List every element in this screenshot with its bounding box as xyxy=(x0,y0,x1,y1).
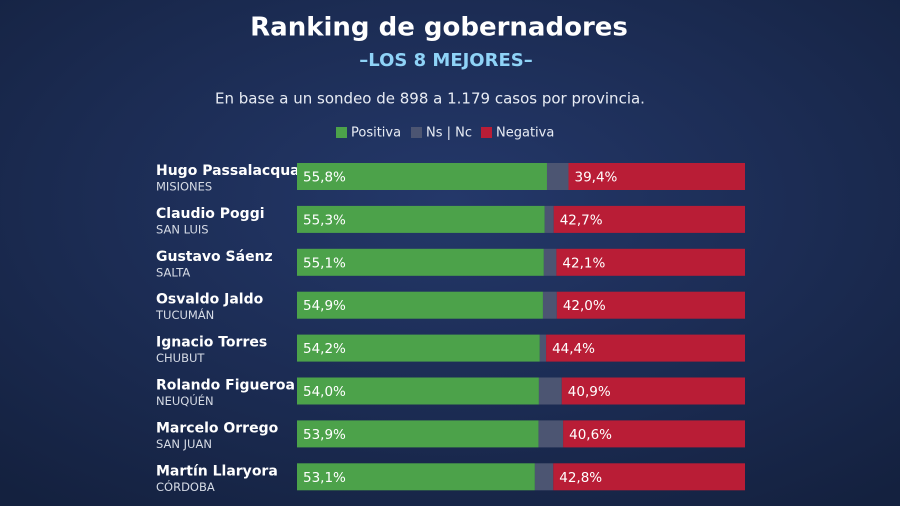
value-label: 54,2% xyxy=(303,341,346,357)
province-label: TUCUMÁN xyxy=(155,307,214,322)
value-label: 55,1% xyxy=(303,255,346,271)
province-label: SALTA xyxy=(156,265,190,279)
province-label: NEUQÚÉN xyxy=(156,393,214,408)
bar-segment xyxy=(553,463,745,491)
value-label: 54,0% xyxy=(303,384,346,400)
bar-segment xyxy=(568,163,745,190)
value-label: 44,4% xyxy=(552,341,595,357)
category-label: Martín Llaryora xyxy=(156,463,278,479)
bar-segment xyxy=(297,377,539,405)
category-label: Osvaldo Jaldo xyxy=(156,292,264,308)
bar-segment xyxy=(297,205,545,233)
province-label: CHUBUT xyxy=(156,351,205,365)
bar-segment xyxy=(561,377,745,405)
bar-segment xyxy=(297,291,543,319)
value-label: 53,1% xyxy=(303,470,346,486)
legend-swatch xyxy=(481,127,492,138)
value-label: 40,9% xyxy=(568,384,611,400)
category-label: Claudio Poggi xyxy=(156,206,265,222)
bar-segment xyxy=(297,463,535,491)
category-label: Hugo Passalacqua xyxy=(156,163,300,179)
bar-segment xyxy=(556,248,745,276)
legend-swatch xyxy=(336,127,347,138)
value-label: 39,4% xyxy=(574,170,617,186)
value-label: 53,9% xyxy=(303,427,346,443)
bar-segment xyxy=(556,291,745,319)
category-label: Gustavo Sáenz xyxy=(156,249,273,265)
bar-segment xyxy=(563,420,745,448)
legend-label: Negativa xyxy=(496,126,554,141)
bar-segment xyxy=(542,291,557,319)
bar-segment xyxy=(297,420,539,448)
bar-segment xyxy=(297,163,547,190)
bar-segment xyxy=(543,248,557,276)
bar-segment xyxy=(546,334,745,362)
province-label: CÓRDOBA xyxy=(156,479,215,494)
province-label: MISIONES xyxy=(156,180,212,194)
value-label: 40,6% xyxy=(569,427,612,443)
category-label: Rolando Figueroa xyxy=(156,378,295,394)
province-label: SAN JUAN xyxy=(156,437,212,451)
chart-title: Ranking de gobernadores xyxy=(250,13,628,43)
bar-segment xyxy=(297,248,544,276)
bar-segment xyxy=(553,205,745,233)
value-label: 55,8% xyxy=(303,170,346,186)
province-label: SAN LUIS xyxy=(156,222,209,236)
value-label: 42,7% xyxy=(560,212,603,228)
bar-segment xyxy=(538,420,564,448)
bar-segment xyxy=(539,334,547,362)
legend-swatch xyxy=(411,127,422,138)
chart-subtitle: –LOS 8 MEJORES– xyxy=(359,50,532,71)
value-label: 42,8% xyxy=(559,470,602,486)
category-label: Ignacio Torres xyxy=(156,335,267,351)
category-label: Marcelo Orrego xyxy=(156,420,279,436)
legend-label: Positiva xyxy=(351,126,401,141)
bar-segment xyxy=(544,205,554,233)
value-label: 54,9% xyxy=(303,298,346,314)
legend-label: Ns | Nc xyxy=(426,126,472,141)
value-label: 42,1% xyxy=(562,255,605,271)
value-label: 55,3% xyxy=(303,212,346,228)
bar-segment xyxy=(534,463,554,491)
chart-note: En base a un sondeo de 898 a 1.179 casos… xyxy=(215,90,645,108)
bar-segment xyxy=(546,163,569,190)
value-label: 42,0% xyxy=(563,298,606,314)
bar-segment xyxy=(297,334,540,362)
bar-segment xyxy=(538,377,562,405)
